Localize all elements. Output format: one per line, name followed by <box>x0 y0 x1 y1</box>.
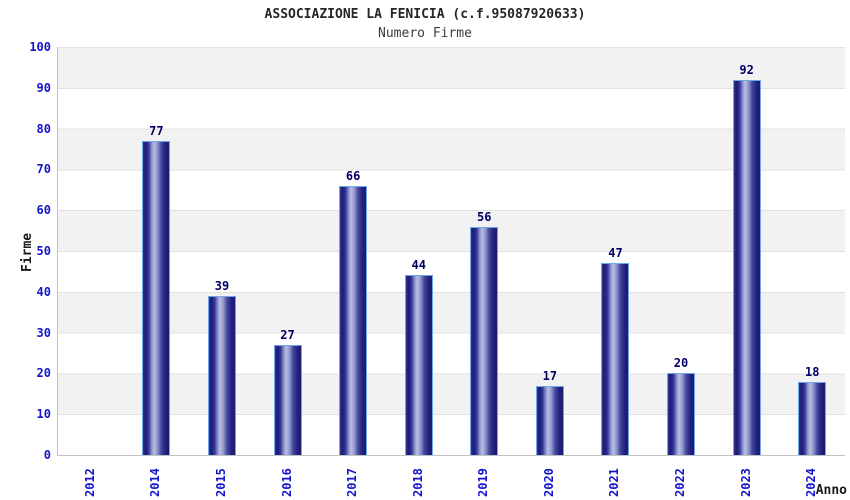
chart-subtitle: Numero Firme <box>378 26 472 41</box>
bar-value-label: 27 <box>280 327 295 342</box>
y-tick-label: 50 <box>36 244 51 258</box>
x-tick-label: 2017 <box>345 468 360 497</box>
bar-value-label: 44 <box>411 258 426 273</box>
chart-title: ASSOCIAZIONE LA FENICIA (c.f.95087920633… <box>264 7 586 22</box>
bar-2024 <box>798 381 827 455</box>
y-tick-label: 90 <box>36 80 51 95</box>
bar-2020 <box>535 385 564 455</box>
y-tick-label: 40 <box>36 284 51 299</box>
x-tick-label: 2018 <box>410 468 425 497</box>
bar-value-label: 20 <box>673 356 689 371</box>
bar-2015 <box>207 295 236 455</box>
x-tick-label: 2019 <box>476 468 491 497</box>
bar-2021 <box>601 263 630 455</box>
x-tick-label: 2016 <box>279 468 294 497</box>
x-tick-label: 2022 <box>673 468 688 497</box>
bar-value-label: 17 <box>542 368 558 383</box>
bar-value-label: 56 <box>477 209 492 224</box>
bar-value-label: 66 <box>345 168 361 183</box>
y-tick-label: 70 <box>36 162 51 177</box>
y-tick-label: 80 <box>36 121 51 136</box>
x-axis-title: Anno <box>815 483 847 498</box>
bar-2017 <box>339 185 368 455</box>
plot-area: 77 39 27 66 44 56 17 47 20 92 18 <box>57 47 845 456</box>
x-tick-label: 2024 <box>804 468 819 497</box>
y-tick-label: 100 <box>29 40 51 54</box>
bar-value-label: 77 <box>149 123 164 138</box>
bar-value-label: 92 <box>739 62 754 77</box>
y-axis-title: Firme <box>20 232 35 272</box>
x-tick-label: 2014 <box>148 468 163 497</box>
bar-2018 <box>404 275 433 455</box>
bar-2022 <box>667 373 696 455</box>
x-tick-label: 2023 <box>738 468 753 497</box>
y-tick-label: 60 <box>36 203 51 218</box>
y-tick-label: 10 <box>36 407 51 422</box>
x-tick-label: 2021 <box>607 468 622 497</box>
bar-value-label: 18 <box>804 364 820 379</box>
bar-value-label: 47 <box>608 246 623 261</box>
y-tick-label: 0 <box>43 448 51 462</box>
y-tick-label: 30 <box>36 325 51 340</box>
x-tick-label: 2020 <box>541 468 556 497</box>
y-tick-label: 20 <box>36 366 51 381</box>
bar-2016 <box>273 344 302 455</box>
x-tick-label: 2012 <box>82 468 97 497</box>
bar-2019 <box>470 226 499 455</box>
bar-value-label: 39 <box>214 278 230 293</box>
bar-2023 <box>732 79 761 455</box>
bar-2014 <box>142 140 171 455</box>
y-axis: 0 10 20 30 40 50 60 70 80 90 100 <box>9 40 51 462</box>
x-tick-label: 2015 <box>213 468 228 497</box>
